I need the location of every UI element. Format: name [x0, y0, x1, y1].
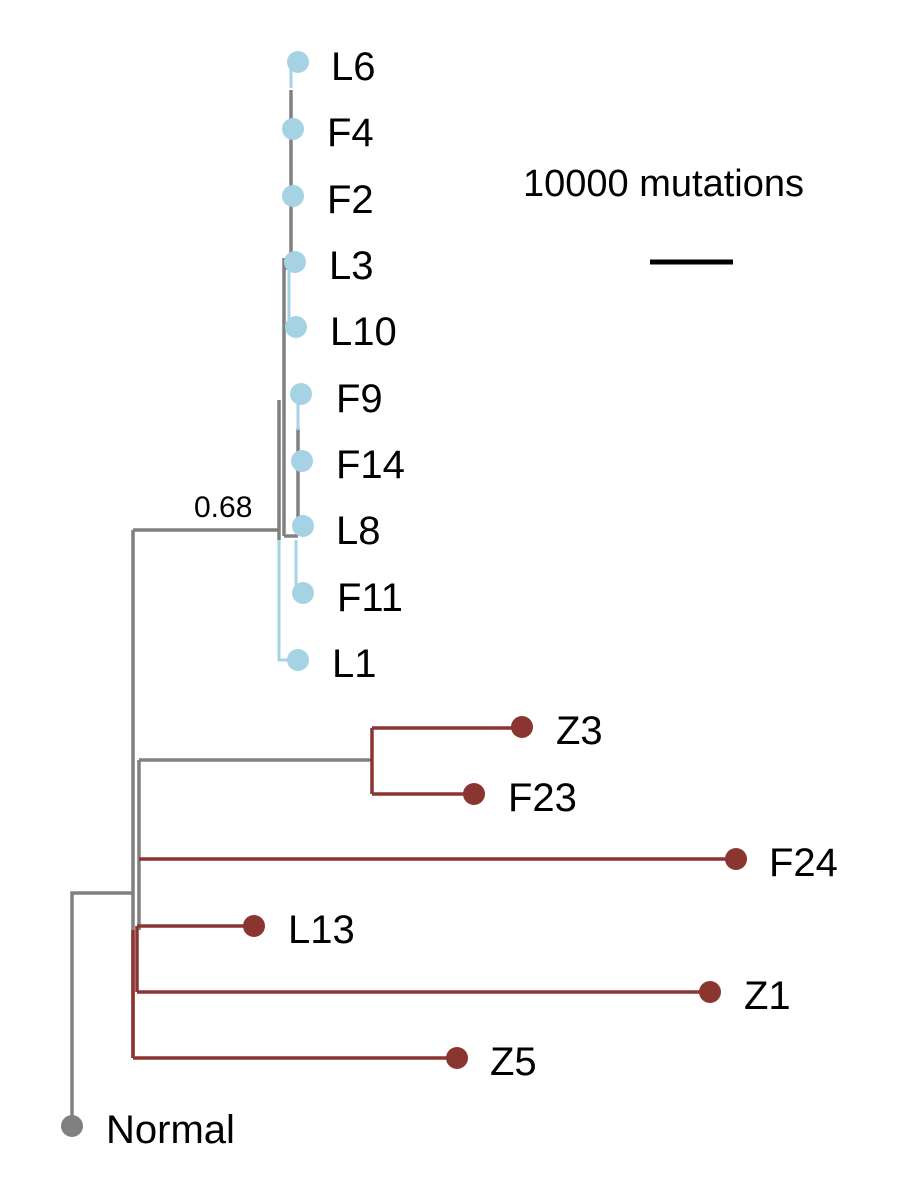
- leaf-F14: F14: [291, 443, 405, 487]
- scale-bar-label: 10000 mutations: [523, 163, 804, 205]
- tip-node: [282, 185, 304, 207]
- leaf-Normal: Normal: [61, 1108, 235, 1152]
- leaf-label: F4: [327, 111, 374, 155]
- tip-node: [463, 783, 485, 805]
- leaf-label: Z5: [490, 1040, 537, 1084]
- leaf-label: F9: [336, 377, 383, 421]
- leaf-F9: F9: [290, 377, 383, 421]
- leaf-F2: F2: [282, 178, 374, 222]
- support-value: 0.68: [194, 491, 252, 524]
- leaf-label: Z3: [556, 709, 603, 753]
- leaf-label: F11: [337, 576, 403, 620]
- leaf-label: Normal: [106, 1108, 235, 1152]
- leaf-F11: F11: [292, 576, 403, 620]
- tip-node: [292, 515, 314, 537]
- tip-node: [699, 981, 721, 1003]
- tip-node: [290, 383, 312, 405]
- tip-node: [291, 450, 313, 472]
- tip-node: [61, 1115, 83, 1137]
- leaf-Z5: Z5: [446, 1040, 537, 1084]
- tip-node: [243, 915, 265, 937]
- leaf-L13: L13: [243, 908, 355, 952]
- leaf-L6: L6: [287, 45, 376, 89]
- tip-node: [725, 848, 747, 870]
- leaf-Z3: Z3: [511, 709, 603, 753]
- leaf-label: L10: [330, 310, 397, 354]
- branch-normal-root: [70, 891, 133, 1126]
- leaf-label: L8: [336, 509, 381, 553]
- tip-node: [287, 51, 309, 73]
- leaf-label: Z1: [744, 974, 791, 1018]
- leaf-label: F23: [508, 776, 577, 820]
- leaf-label: L1: [332, 642, 377, 686]
- leaf-L8: L8: [292, 509, 381, 553]
- leaf-label: F14: [336, 443, 405, 487]
- leaf-label: L3: [329, 244, 374, 288]
- leaf-F24: F24: [725, 841, 838, 885]
- tip-node: [282, 118, 304, 140]
- leaf-L1: L1: [287, 642, 377, 686]
- leaf-label: F24: [769, 841, 838, 885]
- tip-node: [287, 649, 309, 671]
- tip-node: [284, 251, 306, 273]
- tip-node: [446, 1047, 468, 1069]
- leaf-label: L13: [288, 908, 355, 952]
- leaf-label: L6: [331, 45, 376, 89]
- tip-node: [292, 582, 314, 604]
- leaf-F4: F4: [282, 111, 374, 155]
- leaf-Z1: Z1: [699, 974, 791, 1018]
- leaf-F23: F23: [463, 776, 577, 820]
- leaf-L10: L10: [285, 310, 397, 354]
- tip-node: [511, 716, 533, 738]
- leaf-label: F2: [327, 178, 374, 222]
- leaf-L3: L3: [284, 244, 374, 288]
- tip-node: [285, 316, 307, 338]
